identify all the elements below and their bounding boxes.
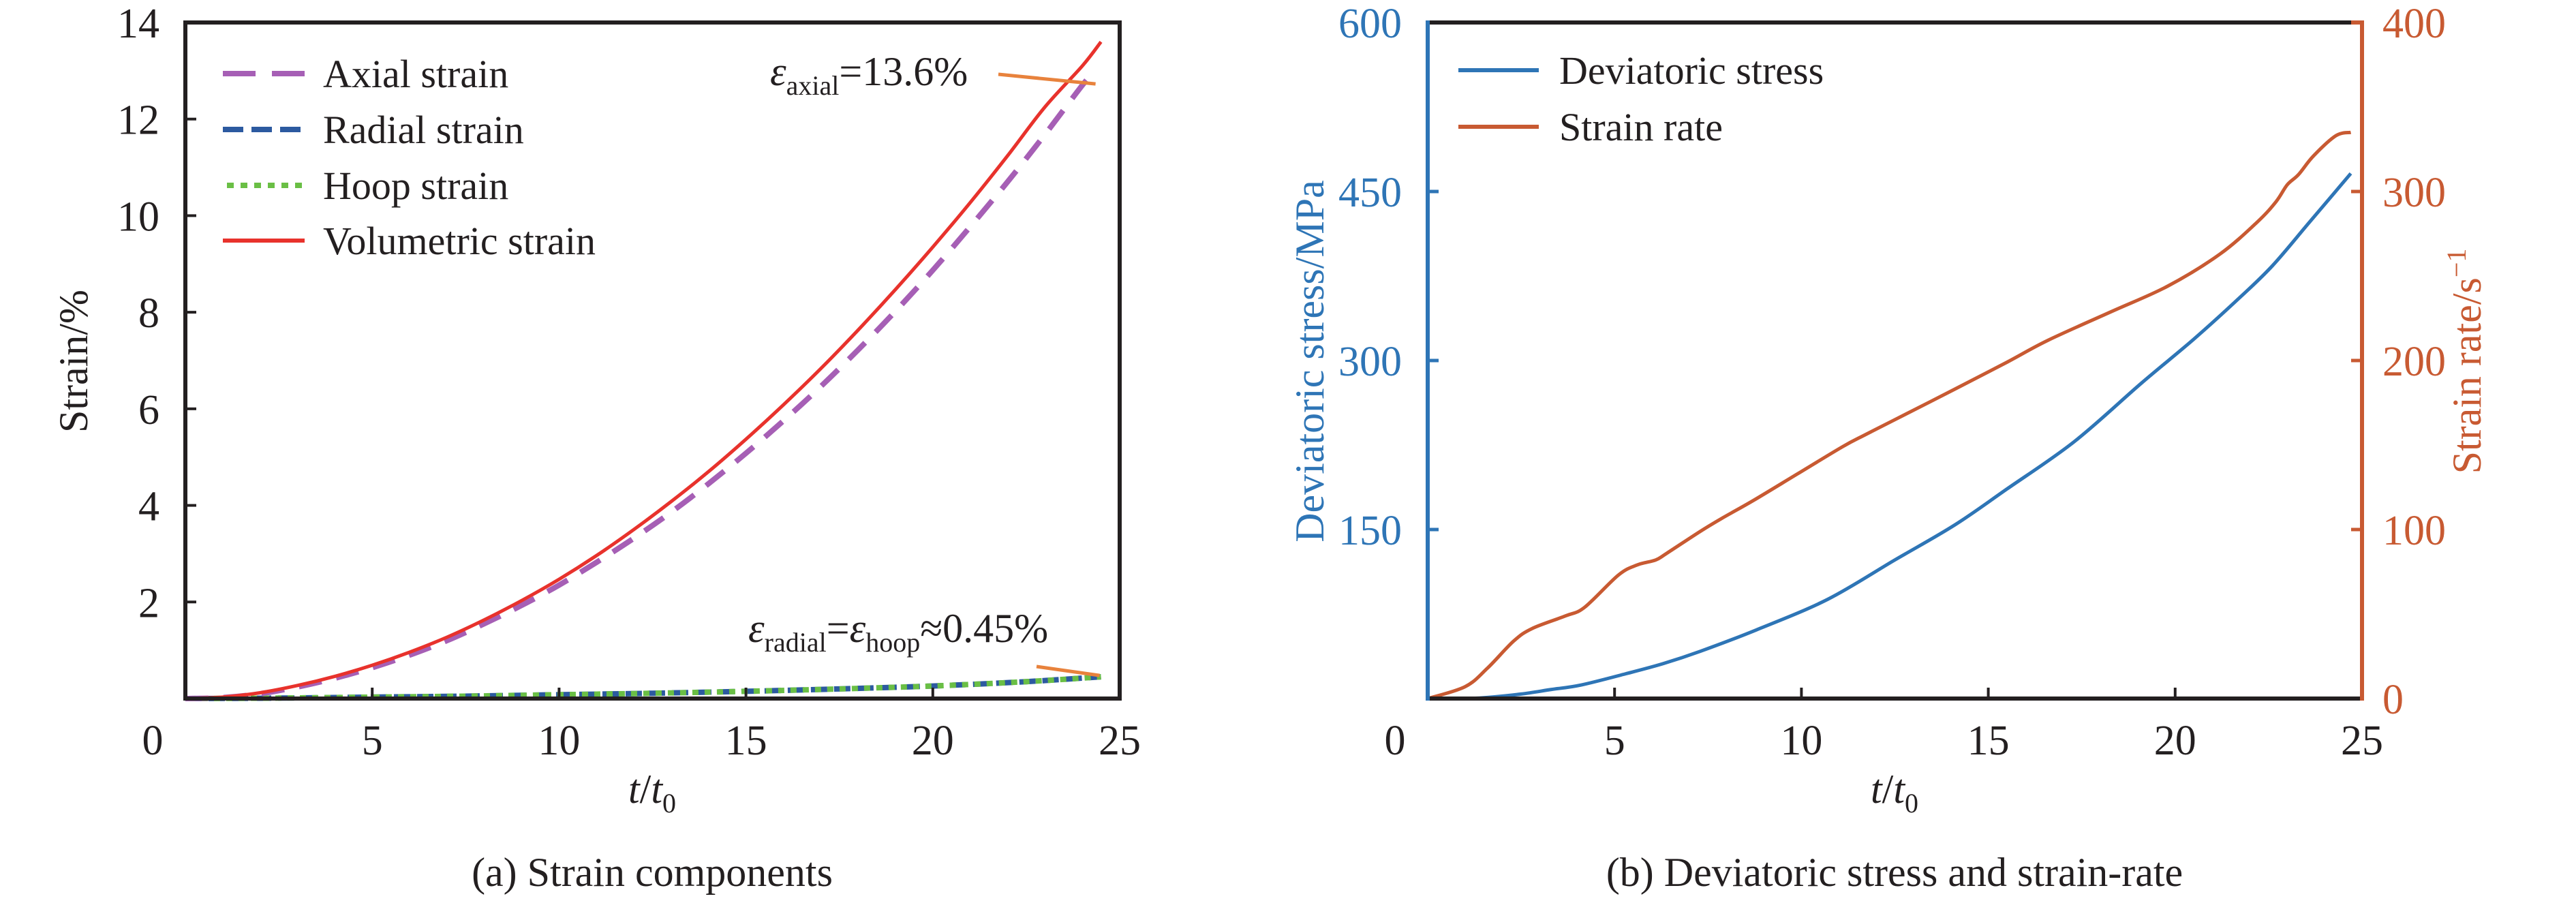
x-tick-label: 10 [538, 718, 580, 764]
legend-label-radial: Radial strain [323, 108, 524, 152]
series-line-deviatoric-stress [1427, 172, 2352, 701]
panel-a-annotation-leaders [998, 72, 1100, 677]
panel-a-caption: (a) Strain components [472, 850, 833, 895]
right-y-tick-label: 300 [2382, 170, 2446, 216]
left-y-tick-label: 150 [1338, 508, 1402, 554]
panel-b-x-axis-title: t/t0 [1871, 767, 1918, 818]
panel-a-x-axis-title: t/t0 [628, 767, 676, 818]
legend-item-deviatoric-stress: Deviatoric stress [1458, 48, 1824, 93]
x-tick-label: 20 [2154, 718, 2196, 764]
panel-b-left-y-tick-labels: 150 300 450 600 [1338, 1, 1402, 554]
legend-label-deviatoric-stress: Deviatoric stress [1559, 48, 1824, 93]
panel-b-right-y-tick-labels: 0 100 200 300 400 [2382, 1, 2446, 723]
x-tick-label: 15 [1967, 718, 2010, 764]
left-y-tick-label: 600 [1338, 1, 1402, 47]
left-y-tick-label: 300 [1338, 339, 1402, 385]
x-tick-label: 15 [725, 718, 767, 764]
legend-item-axial-strain: Axial strain [223, 52, 508, 96]
y-tick-label: 4 [138, 484, 159, 530]
right-y-tick-label: 200 [2382, 339, 2446, 385]
x-tick-label: 25 [1099, 718, 1141, 764]
left-y-tick-label: 450 [1338, 170, 1402, 216]
panel-b-axes [1426, 20, 2364, 701]
legend-item-strain-rate: Strain rate [1458, 105, 1723, 149]
legend-item-volumetric-strain: Volumetric strain [223, 219, 596, 263]
right-y-tick-label: 0 [2382, 677, 2404, 723]
panel-b-right-y-axis-title: Strain rate/s−1 [2441, 249, 2489, 474]
panel-b-legend: Deviatoric stress Strain rate [1458, 48, 1824, 149]
x-tick-label: 5 [1604, 718, 1625, 764]
right-y-tick-label: 400 [2382, 1, 2446, 47]
series-line-volumetric-strain [185, 40, 1103, 701]
panel-a-y-tick-labels: 2 4 6 8 10 12 14 [117, 1, 159, 626]
right-y-tick-label: 100 [2382, 508, 2446, 554]
panel-b-caption: (b) Deviatoric stress and strain-rate [1606, 850, 2183, 895]
y-tick-label: 8 [138, 290, 159, 337]
x-tick-label: 5 [362, 718, 383, 764]
panel-a-axes [183, 20, 1122, 701]
legend-label-hoop: Hoop strain [323, 164, 508, 208]
x-tick-label: 0 [142, 718, 164, 764]
annotation-leader-axial [998, 72, 1096, 86]
panel-b-left-y-axis-title: Deviatoric stress/MPa [1287, 180, 1332, 542]
panel-a-x-tick-labels: 0 5 10 15 20 25 [142, 718, 1141, 764]
x-tick-label: 10 [1780, 718, 1822, 764]
panel-b-deviatoric-stress-strain-rate: 0 5 10 15 20 25 150 300 450 600 0 100 200 300 400 De… [1287, 1, 2489, 895]
x-tick-label: 0 [1385, 718, 1406, 764]
panel-a-strain-components: 0 5 10 15 20 25 2 4 6 8 10 12 14 Strain/% t/t0 (a) … [51, 1, 1141, 895]
annotation-axial-strain: εaxial=13.6% [770, 49, 968, 101]
series-line-strain-rate [1427, 130, 2352, 701]
y-tick-label: 6 [138, 387, 159, 433]
y-tick-label: 10 [117, 194, 159, 240]
legend-item-hoop-strain: Hoop strain [227, 164, 508, 208]
legend-item-radial-strain: Radial strain [223, 108, 524, 152]
y-tick-label: 14 [117, 1, 159, 47]
panel-a-axes-frame [183, 20, 1122, 701]
panel-a-legend: Axial strain Radial strain Hoop strain V… [223, 52, 596, 263]
legend-label-axial: Axial strain [323, 52, 508, 96]
annotation-radial-hoop-strain: εradial=εhoop≈0.45% [748, 606, 1048, 658]
legend-label-strain-rate: Strain rate [1559, 105, 1723, 149]
series-line-axial-strain [185, 71, 1096, 701]
x-tick-label: 20 [912, 718, 954, 764]
x-tick-label: 25 [2341, 718, 2383, 764]
panel-b-x-tick-labels: 0 5 10 15 20 25 [1385, 718, 2384, 764]
panel-b-plot-area [1427, 130, 2352, 701]
y-tick-label: 12 [117, 97, 159, 144]
panel-a-y-axis-title: Strain/% [51, 290, 96, 433]
legend-label-volumetric: Volumetric strain [323, 219, 596, 263]
y-tick-label: 2 [138, 580, 159, 626]
annotation-leader-radial-hoop [1036, 664, 1100, 677]
